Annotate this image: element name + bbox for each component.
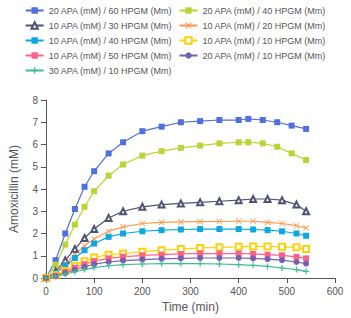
svg-text:10 APA (mM) / 10 HPGM (Mm): 10 APA (mM) / 10 HPGM (Mm) bbox=[203, 36, 326, 46]
svg-text:200: 200 bbox=[134, 286, 151, 297]
svg-text:100: 100 bbox=[86, 286, 103, 297]
svg-text:1: 1 bbox=[32, 250, 38, 261]
svg-text:30 APA (mM) / 10 HPGM (Mm): 30 APA (mM) / 10 HPGM (Mm) bbox=[49, 66, 172, 76]
svg-text:5: 5 bbox=[32, 161, 38, 172]
svg-text:600: 600 bbox=[327, 286, 344, 297]
svg-text:20 APA (mM) / 60 HPGM (Mm): 20 APA (mM) / 60 HPGM (Mm) bbox=[49, 6, 172, 16]
svg-text:10 APA (mM) / 50 HPGM (Mm): 10 APA (mM) / 50 HPGM (Mm) bbox=[49, 51, 172, 61]
svg-text:3: 3 bbox=[32, 206, 38, 217]
svg-text:Time (min): Time (min) bbox=[162, 300, 219, 314]
svg-text:500: 500 bbox=[278, 286, 295, 297]
svg-text:10 APA (mM) / 30 HPGM (Mm): 10 APA (mM) / 30 HPGM (Mm) bbox=[49, 21, 172, 31]
svg-text:10 APA (mM) / 40 HPGM (Mm): 10 APA (mM) / 40 HPGM (Mm) bbox=[49, 36, 172, 46]
svg-text:300: 300 bbox=[182, 286, 199, 297]
svg-text:20 APA (mM) / 10 HPGM (Mm): 20 APA (mM) / 10 HPGM (Mm) bbox=[203, 51, 326, 61]
svg-text:4: 4 bbox=[32, 184, 38, 195]
svg-text:6: 6 bbox=[32, 139, 38, 150]
svg-text:10 APA (mM) / 20 HPGM (Mm): 10 APA (mM) / 20 HPGM (Mm) bbox=[203, 21, 326, 31]
svg-text:0: 0 bbox=[43, 286, 49, 297]
svg-text:0: 0 bbox=[32, 273, 38, 284]
svg-text:8: 8 bbox=[32, 95, 38, 106]
svg-text:7: 7 bbox=[32, 117, 38, 128]
svg-text:400: 400 bbox=[230, 286, 247, 297]
svg-text:20 APA (mM) / 40 HPGM (Mm): 20 APA (mM) / 40 HPGM (Mm) bbox=[203, 6, 326, 16]
svg-text:Amoxicillin (mM): Amoxicillin (mM) bbox=[7, 145, 21, 233]
svg-text:2: 2 bbox=[32, 228, 38, 239]
